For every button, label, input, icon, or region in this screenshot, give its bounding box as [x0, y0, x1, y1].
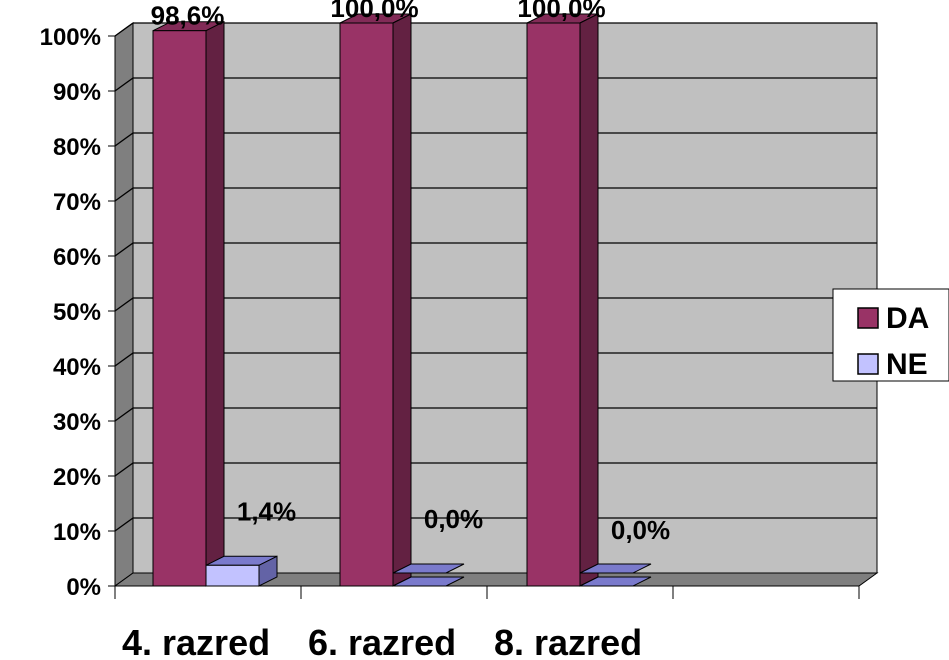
plot-area	[113, 22, 879, 587]
x-tick-label: 6. razred	[308, 622, 456, 660]
gridline-side	[114, 352, 134, 367]
y-tick-label: 10%	[53, 519, 101, 546]
x-tick-label: 4. razred	[122, 622, 270, 660]
legend-label: NE	[886, 348, 928, 381]
gridline-side	[114, 77, 134, 92]
legend: DA NE	[832, 288, 949, 382]
y-tick-label: 70%	[53, 189, 101, 216]
bar-DA	[152, 30, 207, 587]
gridline-side	[114, 132, 134, 147]
y-tick-label: 100%	[40, 24, 101, 51]
bar-top-NE	[579, 563, 652, 574]
gridline-side	[114, 187, 134, 202]
y-tick-label: 80%	[53, 134, 101, 161]
bar-side-DA	[392, 13, 412, 587]
gridline-side	[114, 462, 134, 477]
y-tick-label: 20%	[53, 464, 101, 491]
data-label: 100,0%	[517, 0, 605, 23]
data-label: 1,4%	[237, 496, 296, 526]
bar-DA	[526, 22, 581, 587]
legend-box	[832, 288, 949, 382]
bars	[152, 13, 652, 587]
gridlines	[114, 22, 877, 532]
data-label: 0,0%	[611, 515, 670, 545]
y-tick-label: 0%	[66, 574, 101, 601]
y-tick-label: 60%	[53, 244, 101, 271]
y-tick-label: 50%	[53, 299, 101, 326]
bar-DA	[339, 22, 394, 587]
gridline-side	[114, 297, 134, 312]
bar-side-DA	[579, 13, 599, 587]
legend-label: DA	[886, 302, 929, 335]
gridline-side	[114, 22, 134, 37]
y-axis: 0% 10% 20% 30% 40% 50% 60% 70% 80% 90% 100%	[40, 24, 116, 601]
gridline-side	[114, 517, 134, 532]
bar-top-NE	[392, 563, 465, 574]
x-axis: 4. razred 6. razred 8. razred	[114, 585, 860, 660]
bar-side-DA	[205, 20, 225, 587]
data-label: 100,0%	[330, 0, 418, 23]
y-tick-label: 30%	[53, 409, 101, 436]
legend-swatch-DA	[857, 307, 879, 329]
data-label: 0,0%	[424, 504, 483, 534]
y-tick-label: 90%	[53, 79, 101, 106]
data-label: 98,6%	[151, 1, 225, 31]
gridline-side	[114, 407, 134, 422]
data-labels: 98,6% 100,0% 100,0% 1,4% 0,0% 0,0%	[151, 0, 671, 545]
gridline-side	[114, 242, 134, 257]
y-tick-label: 40%	[53, 354, 101, 381]
legend-swatch-NE	[857, 353, 879, 375]
bar-NE	[205, 564, 260, 587]
x-tick-label: 8. razred	[494, 622, 642, 660]
